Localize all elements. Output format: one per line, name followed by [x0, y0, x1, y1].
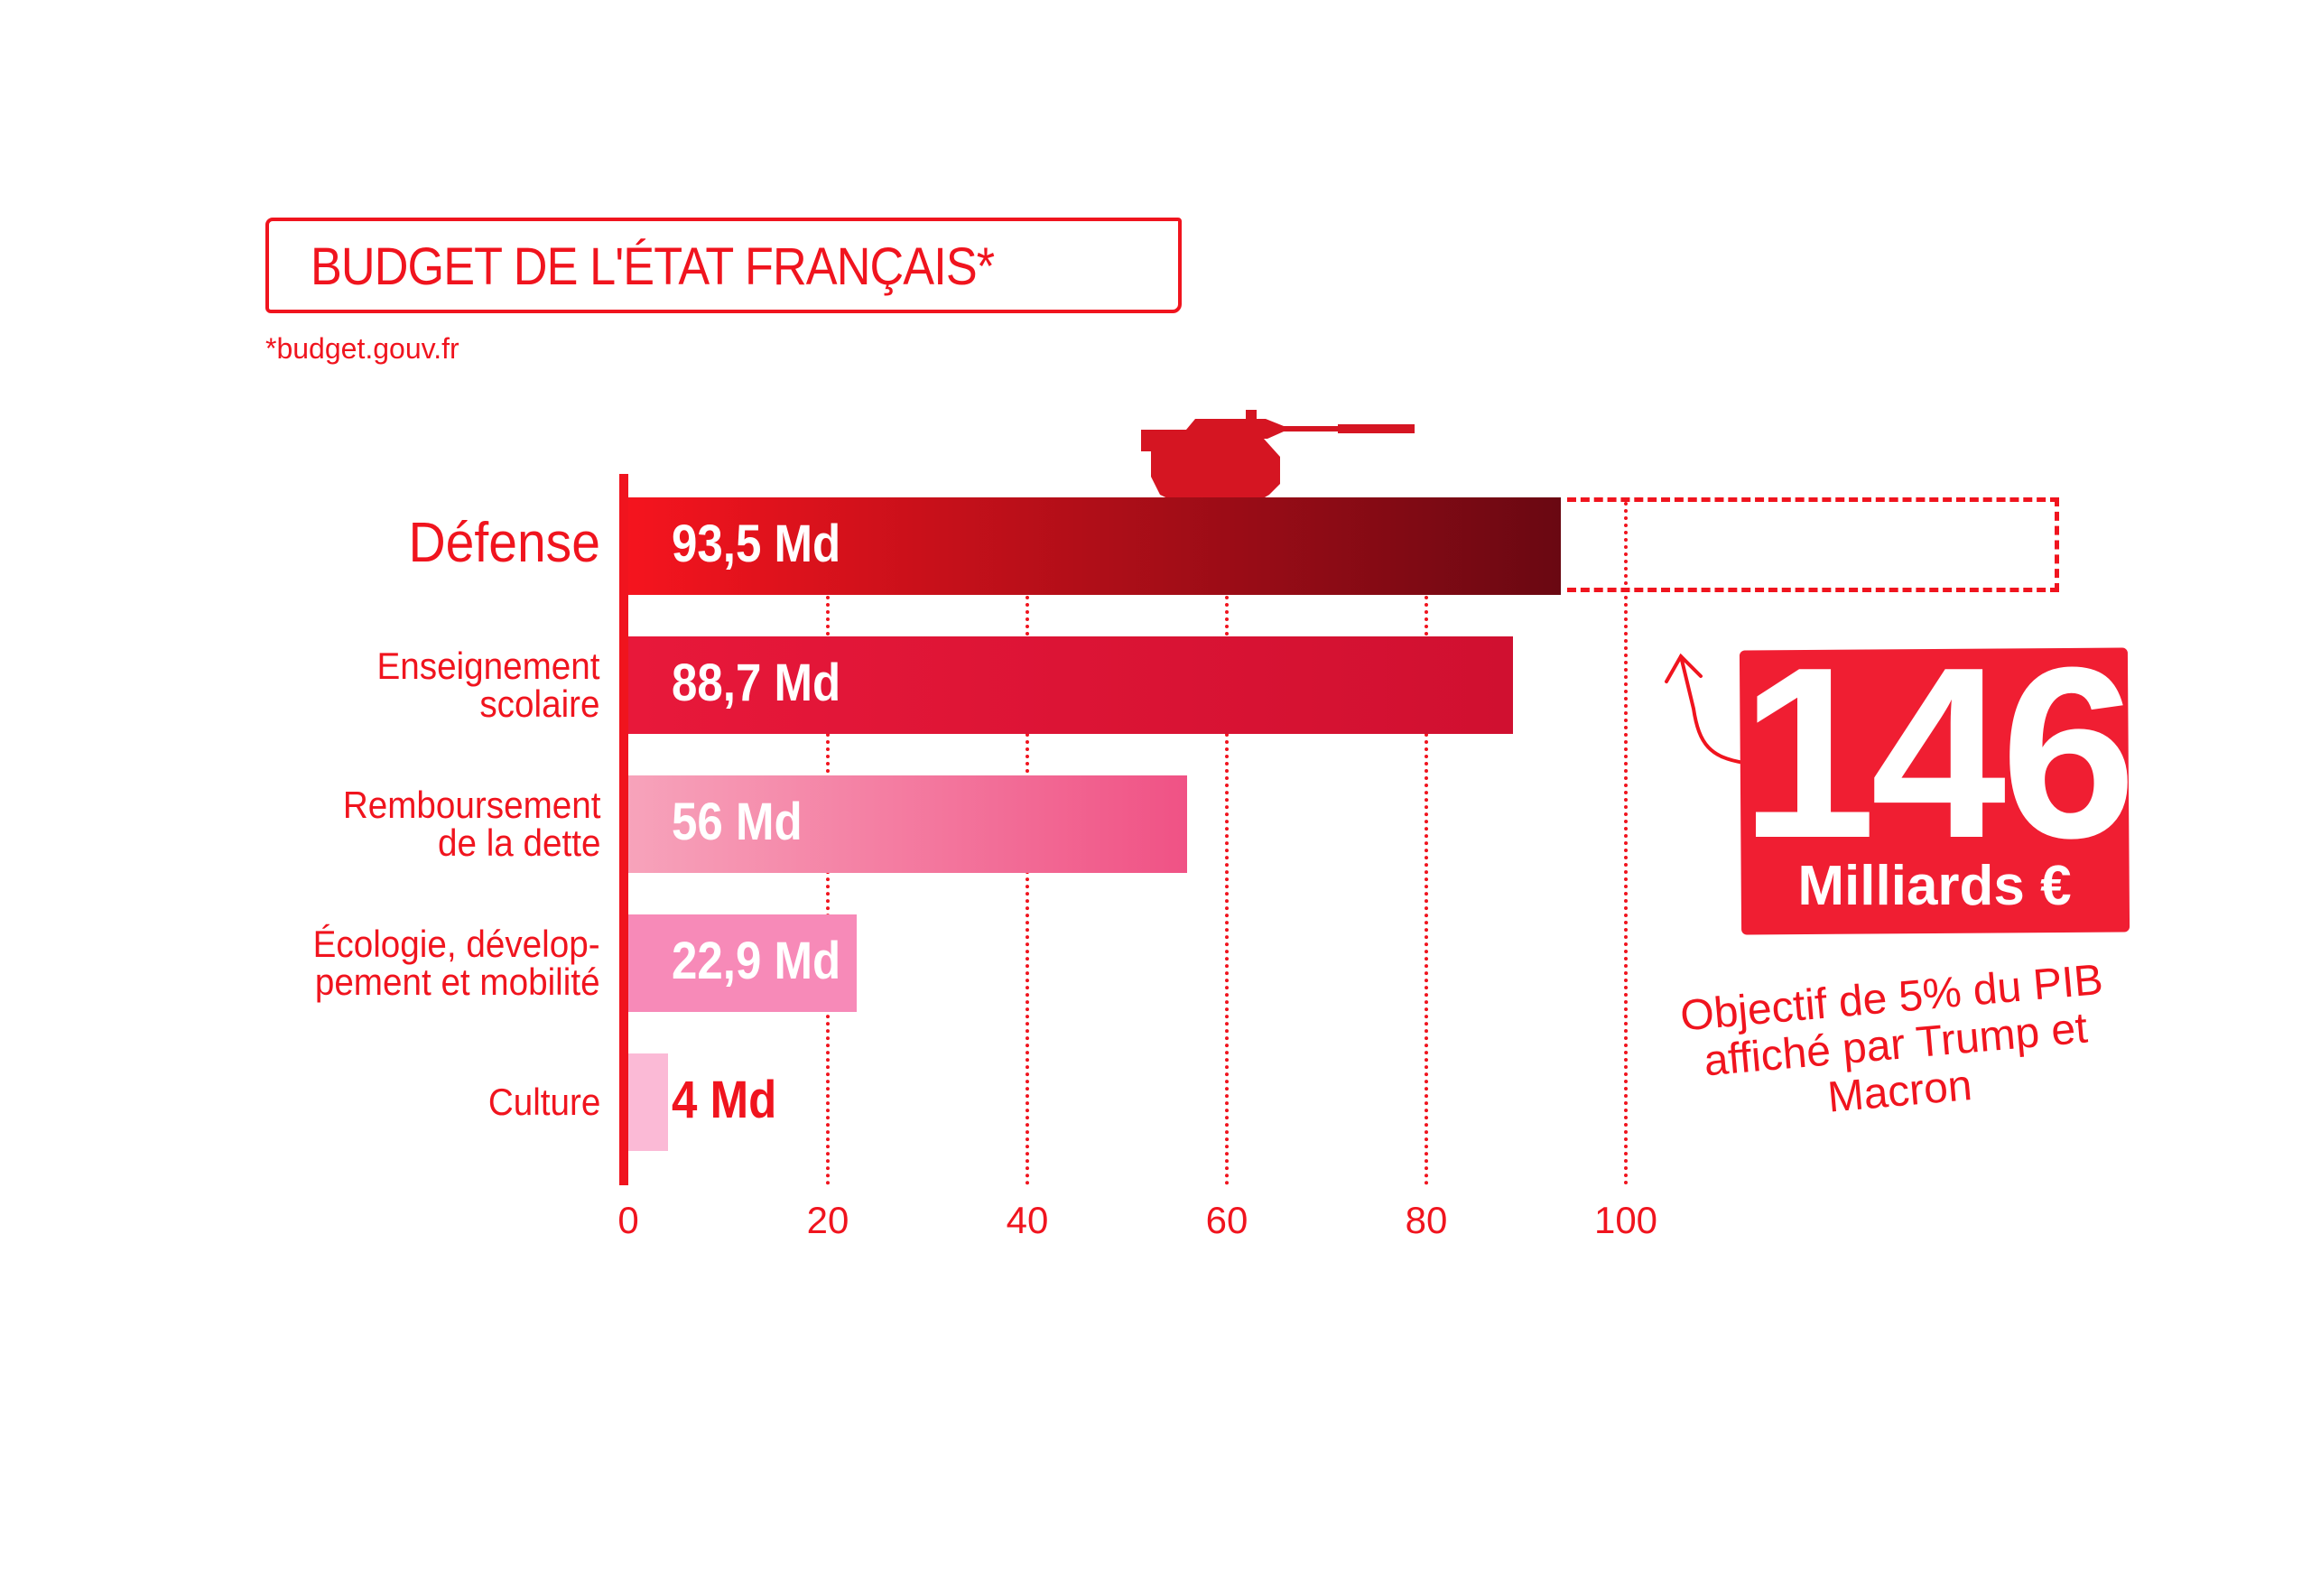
category-label-line: Remboursement: [342, 784, 600, 826]
data-label: 56 Md: [672, 793, 803, 851]
category-label: Remboursement de la dette: [342, 786, 600, 862]
bar-4: [628, 1053, 669, 1151]
category-label: Défense: [409, 515, 600, 571]
bar-3: [628, 914, 858, 1012]
gridline: [1624, 502, 1628, 1185]
y-axis-line: [619, 474, 628, 1185]
category-label-line: Défense: [408, 512, 600, 574]
chart-title: BUDGET DE L'ÉTAT FRANÇAIS*: [311, 237, 995, 296]
category-label-line: Enseignement: [376, 645, 600, 687]
source-note: *budget.gouv.fr: [265, 332, 459, 365]
data-label: 93,5 Md: [672, 515, 841, 573]
x-tick-label: 20: [806, 1199, 849, 1241]
x-tick-label: 60: [1205, 1199, 1248, 1241]
target-outline: [1567, 497, 2059, 592]
data-label: 22,9 Md: [672, 932, 841, 990]
target-note: Objectif de 5% du PIB affiché par Trump …: [1678, 955, 2105, 1122]
gridline: [1026, 596, 1029, 1185]
category-label-line: Culture: [487, 1081, 600, 1123]
tank-icon: [1141, 410, 1415, 500]
data-label: 4 Md: [672, 1071, 777, 1129]
gridline: [826, 596, 830, 1185]
bar-0: [628, 497, 1562, 595]
category-label-line: de la dette: [437, 821, 600, 864]
x-tick-label: 80: [1405, 1199, 1448, 1241]
bar-2: [628, 775, 1187, 873]
bar-1: [628, 636, 1514, 734]
category-label-line: Écologie, dévelop-: [313, 923, 600, 965]
x-tick-label: 0: [617, 1199, 639, 1241]
data-label: 88,7 Md: [672, 654, 841, 712]
category-label: Écologie, dévelop-pement et mobilité: [313, 925, 600, 1001]
category-label: Culture: [487, 1083, 600, 1121]
x-tick-label: 100: [1593, 1199, 1658, 1241]
target-unit: Milliards €: [1797, 855, 2072, 917]
arrow-icon: [1665, 653, 1746, 765]
category-label: Enseignement scolaire: [377, 647, 600, 723]
category-label-line: scolaire: [479, 682, 600, 725]
gridline: [1425, 596, 1428, 1185]
category-label-line: pement et mobilité: [315, 960, 600, 1003]
gridline: [1225, 596, 1229, 1185]
title-box: [265, 218, 1182, 313]
x-tick-label: 40: [1006, 1199, 1049, 1241]
target-value: 146: [1740, 617, 2136, 889]
